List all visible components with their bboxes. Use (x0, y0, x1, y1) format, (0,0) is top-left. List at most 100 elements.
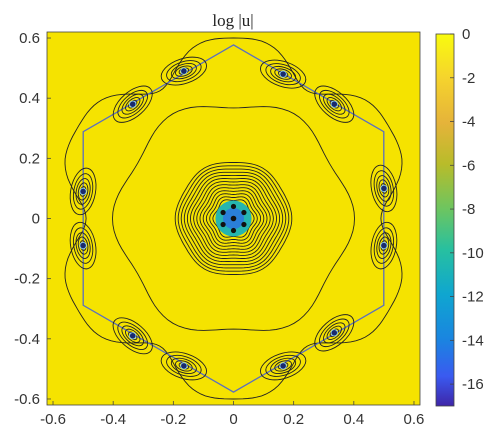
minimum-contour (370, 221, 398, 270)
minimum-contour (323, 93, 346, 115)
colorbar-tick-label: -2 (462, 70, 475, 87)
center-minimum-point (230, 203, 237, 210)
colorbar-tick-label: -14 (462, 332, 484, 349)
minimum-contour (378, 236, 390, 255)
x-tick-label: -0.6 (40, 411, 66, 428)
minimum-contour (112, 317, 153, 355)
colorbar-tick-label: 0 (462, 26, 470, 43)
minimum-contour (175, 360, 193, 372)
center-inner-contour (209, 196, 258, 241)
center-inner-contour (177, 165, 290, 272)
minimum-contour (166, 60, 202, 83)
minimum-contour (326, 325, 342, 340)
minimum-contour (270, 357, 297, 375)
minimum-point (279, 362, 287, 370)
x-tick-label: 0.4 (343, 411, 364, 428)
center-minimum-cluster (215, 200, 252, 237)
minimum-point (380, 184, 388, 193)
colorbar-tick-label: -8 (462, 201, 475, 218)
minimum-contour (265, 354, 301, 377)
center-inner-contour (212, 199, 255, 238)
minimum-contour (318, 89, 350, 119)
minimum-point (180, 362, 188, 370)
minimum-point (180, 67, 188, 75)
x-tick-label: 0 (229, 411, 237, 428)
minimum-contour (72, 173, 94, 210)
minimum-contour (117, 89, 149, 119)
colorbar-ticks: 0 -2 -4 -6 -8 -10 -12 -14 -16 (450, 26, 484, 393)
minimum-contour (376, 175, 392, 202)
x-tick-label: -0.4 (100, 411, 126, 428)
minimum-contour (125, 97, 141, 112)
y-tick-label: 0.2 (19, 150, 40, 167)
ring-contour (64, 37, 403, 400)
hexagon-outline (82, 44, 385, 393)
minimum-contour (274, 360, 292, 372)
center-inner-contour (202, 190, 265, 247)
minimum-contour (326, 97, 342, 112)
center-inner-contour (190, 178, 277, 259)
colorbar-tick-label: -10 (462, 245, 484, 262)
minimum-contour (175, 65, 193, 77)
y-tick-label: 0.4 (19, 90, 40, 107)
center-minimum-point (241, 221, 247, 228)
minimum-contour (117, 321, 149, 350)
chart-title: log |u| (212, 11, 253, 30)
x-axis-ticks: -0.6 -0.4 -0.2 0 0.2 0.4 0.6 (40, 401, 424, 428)
minimum-point (129, 100, 137, 108)
center-inner-contour (186, 174, 281, 263)
colorbar-tick-label: -12 (462, 289, 484, 306)
minimum-contour (72, 227, 94, 264)
minimum-point (380, 241, 388, 250)
center-inner-contour (180, 168, 287, 269)
minimum-contour (323, 322, 346, 344)
minimum-contour (373, 170, 395, 207)
y-tick-label: -0.4 (14, 331, 40, 348)
minimum-contour (314, 85, 355, 123)
x-tick-label: 0.6 (404, 411, 425, 428)
minimum-contour (69, 221, 97, 270)
minimum-contour (260, 351, 307, 381)
center-inner-contour (174, 162, 293, 275)
minimum-point (330, 329, 338, 337)
minimum-contour (170, 357, 197, 375)
minimum-contour (160, 351, 207, 381)
center-inner-contour (183, 171, 284, 266)
minimum-contour (75, 232, 91, 259)
center-inner-contour (196, 184, 271, 253)
center-inner-contour (205, 193, 262, 244)
minimum-contour (270, 65, 297, 83)
minimum-contour (77, 182, 89, 201)
minimum-contour (121, 325, 145, 347)
minimum-contour (314, 314, 355, 352)
minimum-contour (160, 56, 207, 86)
local-minima (69, 56, 398, 381)
colorbar-tick-label: -6 (462, 157, 475, 174)
minimum-contour (260, 59, 307, 89)
center-minimum-point (230, 215, 237, 222)
minimum-contour (265, 63, 301, 86)
x-tick-label: -0.2 (160, 411, 186, 428)
minimum-contour (125, 328, 141, 343)
colorbar-tick-label: -16 (462, 376, 484, 393)
minimum-point (279, 70, 287, 78)
minimum-contour (77, 236, 89, 255)
contour-lines (64, 37, 403, 400)
minimum-contour (376, 232, 392, 259)
minimum-contour (166, 354, 202, 377)
center-inner-contour (193, 181, 274, 256)
minimum-contour (373, 227, 395, 264)
center-minimum-point (220, 209, 226, 216)
center-outer-contour (112, 106, 355, 331)
minimum-contour (75, 178, 91, 205)
center-minimum-point (230, 227, 237, 234)
minimum-point (79, 241, 87, 250)
minimum-contour (370, 164, 398, 213)
y-tick-label: 0.6 (19, 30, 40, 47)
minimum-point (79, 187, 87, 196)
y-tick-label: 0 (32, 211, 40, 228)
y-tick-label: -0.6 (14, 391, 40, 408)
minimum-contour (274, 68, 292, 80)
minimum-contour (121, 93, 144, 115)
